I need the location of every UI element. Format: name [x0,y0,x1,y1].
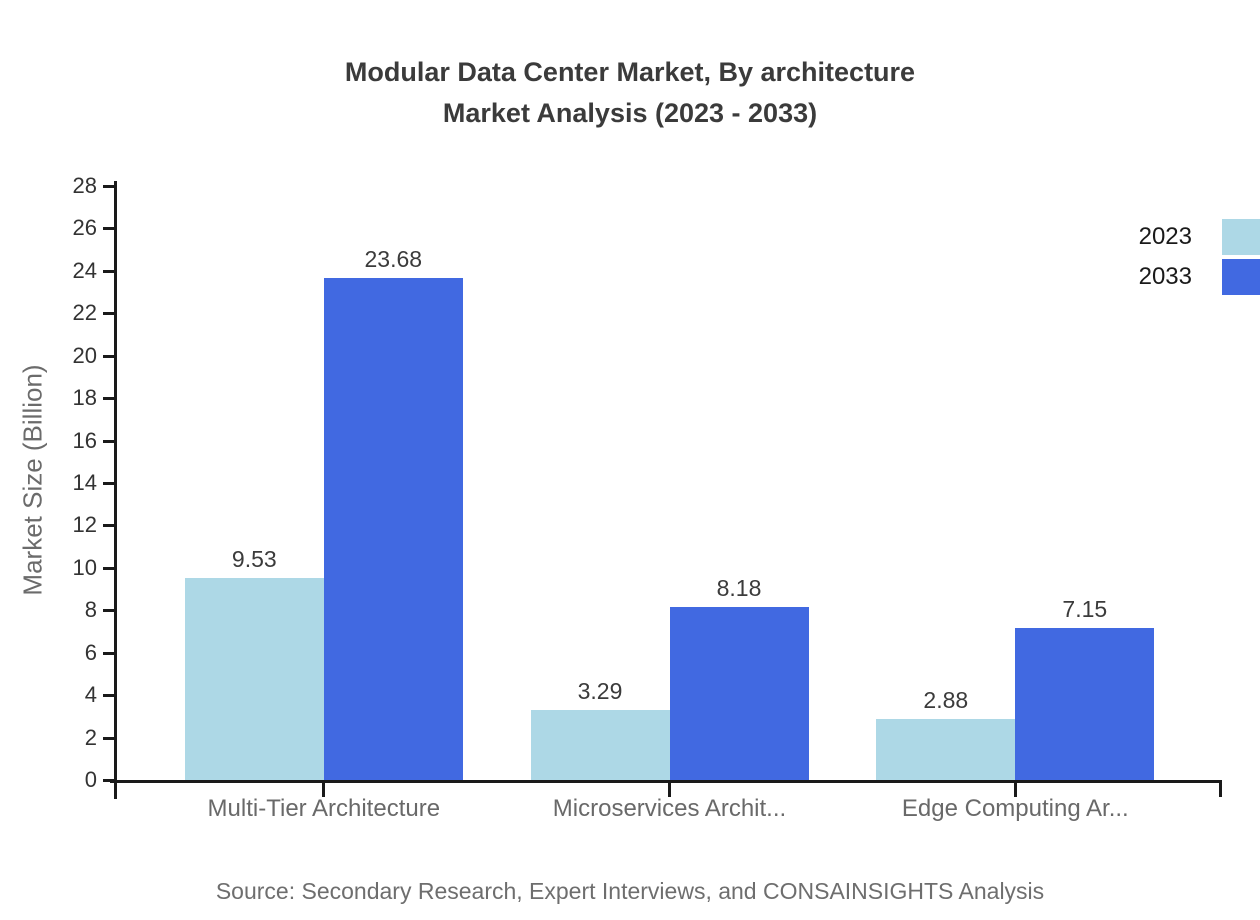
bar-2033-microservices-archit[interactable] [669,606,809,780]
y-tick [103,482,117,485]
y-tick [103,227,117,231]
y-tick-label: 26 [72,215,97,241]
x-axis-end-tick [1219,781,1222,797]
y-tick [103,694,117,698]
y-tick [103,779,117,782]
y-tick [103,354,117,358]
chart-title-line1: Modular Data Center Market, By architect… [344,57,916,87]
y-tick [103,524,117,528]
bar-value-label: 9.53 [231,545,277,572]
bar-value-label: 23.68 [364,245,423,272]
legend-label: 2033 [1138,263,1192,290]
y-tick [103,312,117,316]
y-tick [103,397,117,401]
y-tick [103,736,117,740]
y-tick-label: 4 [84,682,97,708]
x-axis-label-multi-tier-architecture: Multi-Tier Architecture [207,795,441,822]
y-tick [103,439,117,443]
bar-value-label: 2.88 [923,686,969,713]
y-tick [103,185,117,188]
x-tick [1013,781,1017,797]
y-tick [103,566,117,570]
y-tick-label: 6 [84,639,97,665]
y-tick-label: 18 [72,385,97,411]
y-tick-label: 12 [72,512,97,538]
x-tick [322,781,326,797]
y-tick-label: 16 [72,427,97,453]
bar-value-label: 3.29 [577,678,623,705]
y-tick-label: 14 [72,470,97,495]
y-tick-label: 24 [72,257,97,283]
y-tick-label: 22 [72,300,97,326]
legend-swatch [1222,259,1260,295]
bar-value-label: 8.18 [716,574,762,601]
chart-title: Modular Data Center Market, By architect… [0,52,1260,134]
x-axis-label-microservices-archit: Microservices Archit... [552,795,787,822]
y-axis-line [114,181,117,799]
x-axis-line [110,780,1222,783]
legend-item-2033[interactable]: 2033 [1139,259,1260,295]
y-tick [103,609,117,613]
bar-2033-edge-computing-ar[interactable] [1015,628,1155,780]
legend: 2023 2033 [1139,219,1260,299]
y-tick-label: 2 [84,724,97,750]
y-tick [103,269,117,273]
legend-swatch [1222,219,1260,255]
source-note: Source: Secondary Research, Expert Inter… [215,878,1045,904]
x-tick [668,781,671,797]
y-tick-label: 28 [72,173,97,198]
y-tick-label: 0 [84,767,97,792]
y-tick-label: 8 [84,597,97,623]
y-tick [103,651,117,655]
y-tick-label: 20 [72,342,97,368]
bar-2023-multi-tier-architecture[interactable] [184,577,324,780]
x-axis-label-edge-computing-ar: Edge Computing Ar... [901,795,1129,822]
chart-title-line2: Market Analysis (2023 - 2033) [442,98,818,128]
y-tick-label: 10 [72,554,97,580]
bar-2033-multi-tier-architecture[interactable] [323,277,463,780]
legend-label: 2023 [1138,223,1192,250]
bar-2023-microservices-archit[interactable] [530,710,670,780]
legend-item-2023[interactable]: 2023 [1139,219,1260,255]
bar-value-label: 7.15 [1062,596,1108,623]
bar-2023-edge-computing-ar[interactable] [876,718,1016,780]
